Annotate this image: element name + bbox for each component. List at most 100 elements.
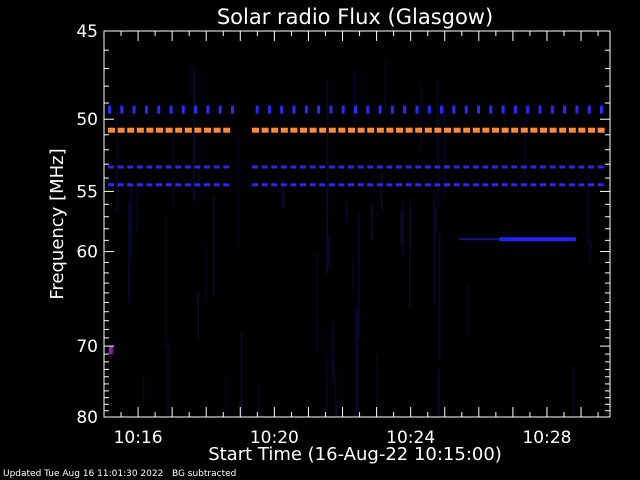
band-segment: [597, 165, 604, 169]
band-58.9: [459, 237, 576, 242]
noise-streak: [240, 331, 243, 417]
band-segment: [453, 165, 460, 169]
band-53.2: [108, 165, 604, 169]
noise-streak: [334, 370, 337, 417]
band-segment: [146, 165, 153, 169]
band-segment: [559, 165, 566, 169]
band-segment: [549, 165, 556, 169]
noise-streak: [524, 116, 526, 178]
band-segment: [156, 183, 162, 187]
band-segment: [136, 183, 143, 187]
noise-streak: [409, 198, 411, 310]
band-segment: [120, 105, 124, 114]
band-segment: [464, 105, 468, 114]
band-segment: [175, 183, 182, 187]
band-segment: [184, 127, 192, 133]
band-54.5: [108, 183, 604, 187]
band-segment: [117, 183, 124, 187]
y-axis: 45 50 55 60 70 80: [76, 22, 610, 428]
noise-streak: [193, 69, 195, 202]
noise-streak: [282, 179, 284, 209]
x-tick-label: 10:28: [522, 428, 571, 448]
band-segment: [194, 165, 201, 169]
noise-streak: [380, 171, 383, 211]
noise-streak: [328, 236, 330, 266]
band-segment: [292, 105, 296, 114]
band-segment: [386, 127, 394, 133]
noise-streak: [358, 213, 360, 340]
band-segment: [511, 183, 518, 187]
band-segment: [341, 105, 345, 114]
band-segment: [165, 127, 173, 133]
band-segment: [559, 183, 566, 187]
band-segment: [578, 165, 585, 169]
band-segment: [132, 105, 136, 114]
band-segment: [376, 183, 383, 187]
band-segment: [165, 165, 172, 169]
band-segment: [357, 127, 365, 133]
band-segment: [526, 105, 530, 114]
band-49.4: [108, 105, 603, 114]
band-segment: [424, 165, 431, 169]
noise-streaks: [116, 59, 591, 417]
band-segment: [396, 183, 402, 187]
band-segment: [440, 105, 444, 114]
band-segment: [472, 165, 479, 169]
band-segment: [367, 183, 374, 187]
band-segment: [578, 183, 585, 187]
band-segment: [540, 127, 547, 133]
noise-streak: [165, 213, 167, 349]
band-segment: [165, 183, 172, 187]
band-segment: [424, 183, 431, 187]
band-segment: [223, 165, 230, 169]
noise-streak: [326, 189, 328, 274]
noise-streak: [437, 107, 439, 209]
band-segment: [267, 105, 271, 114]
noise-streak: [587, 169, 589, 243]
band-segment: [169, 105, 173, 114]
band-segment: [492, 127, 499, 133]
band-segment: [261, 183, 268, 187]
noise-streak: [197, 291, 199, 340]
noise-streak: [434, 194, 436, 305]
noise-streak: [332, 321, 334, 382]
noise-streak: [136, 181, 138, 229]
band-segment: [328, 127, 336, 133]
band-segment: [597, 127, 605, 133]
x-axis-label: Start Time (16-Aug-22 10:15:00): [208, 444, 502, 465]
band-segment: [319, 127, 327, 133]
band-segment: [501, 183, 508, 187]
noise-streak: [205, 244, 207, 302]
x-tick-label: 10:24: [386, 428, 435, 448]
noise-streak: [224, 374, 227, 417]
bg-subtracted-note: BG subtracted: [171, 469, 237, 479]
band-segment: [540, 165, 546, 169]
band-segment: [600, 105, 603, 114]
band-segment: [255, 105, 259, 114]
band-segment: [319, 183, 326, 187]
band-segment: [434, 165, 441, 169]
noise-streak: [143, 373, 145, 404]
band-segment: [280, 183, 287, 187]
band-segment: [181, 105, 185, 114]
noise-streak: [466, 284, 469, 338]
band-segment: [261, 127, 269, 133]
plot-frame: [103, 30, 611, 418]
band-segment: [300, 127, 307, 133]
band-segment: [405, 165, 412, 169]
noise-streak: [326, 78, 329, 216]
band-segment: [463, 183, 470, 187]
band-segment: [550, 105, 554, 114]
band-segment: [434, 127, 442, 133]
band-segment: [213, 165, 220, 169]
band-segment: [520, 165, 527, 169]
y-tick-label: 80: [76, 408, 98, 428]
band-segment: [530, 127, 538, 133]
band-segment: [563, 105, 567, 114]
chart-title: Solar radio Flux (Glasgow): [217, 5, 493, 29]
noise-streak: [345, 202, 348, 224]
band-segment: [472, 183, 479, 187]
noise-streak: [239, 401, 241, 417]
band-segment: [386, 165, 393, 169]
